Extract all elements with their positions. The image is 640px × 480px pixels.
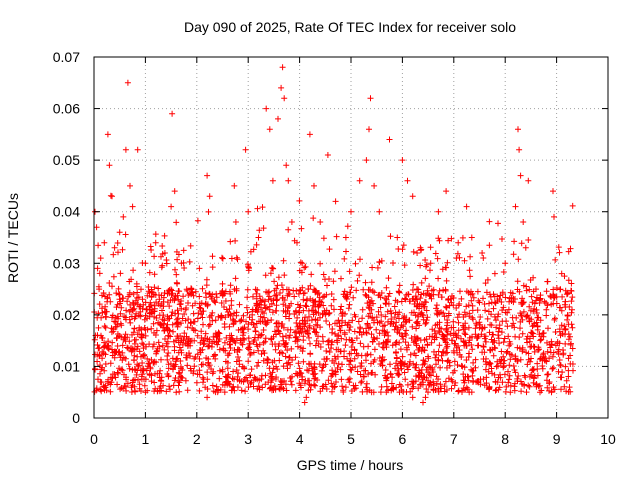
x-tick-label: 6 [399,431,407,447]
x-tick-label: 0 [90,431,98,447]
y-tick-label: 0.01 [53,358,80,374]
y-tick-label: 0.06 [53,101,80,117]
chart-title: Day 090 of 2025, Rate Of TEC Index for r… [184,19,516,35]
y-axis-tick-labels: 0 0.01 0.02 0.03 0.04 0.05 0.06 0.07 [53,49,80,426]
y-axis-label: ROTI / TECUs [5,193,21,283]
x-tick-label: 3 [244,431,252,447]
x-tick-label: 9 [553,431,561,447]
y-tick-label: 0.07 [53,49,80,65]
roti-point-markers [91,64,576,406]
y-tick-label: 0.04 [53,204,80,220]
y-tick-label: 0.02 [53,307,80,323]
x-tick-label: 7 [450,431,458,447]
x-tick-label: 2 [193,431,201,447]
x-tick-label: 5 [347,431,355,447]
x-axis-label: GPS time / hours [297,457,404,473]
x-tick-label: 10 [600,431,616,447]
x-tick-label: 1 [142,431,150,447]
axis-ticks [93,56,609,419]
x-axis-tick-labels: 0 1 2 3 4 5 6 7 8 9 10 [90,431,616,447]
y-tick-label: 0 [72,410,80,426]
y-tick-label: 0.03 [53,255,80,271]
data-points [91,64,576,406]
x-tick-label: 8 [501,431,509,447]
y-tick-label: 0.05 [53,152,80,168]
x-tick-label: 4 [296,431,304,447]
